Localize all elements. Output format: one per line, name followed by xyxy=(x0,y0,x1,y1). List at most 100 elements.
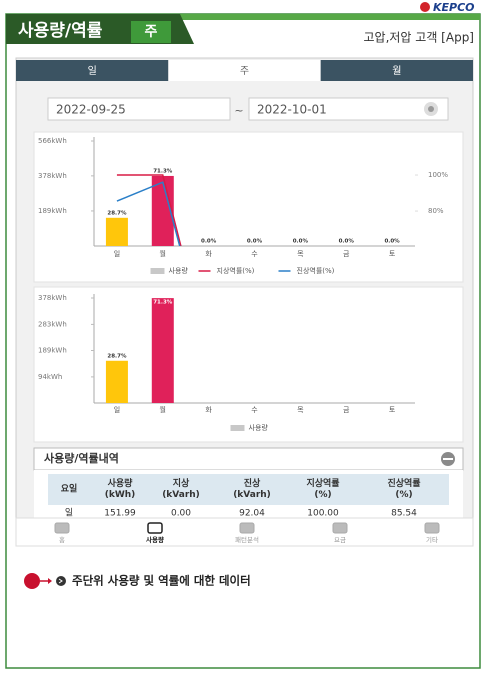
y-tick-label: 189kWh xyxy=(38,347,67,355)
x-tick-label: 금 xyxy=(343,250,350,258)
legend-label: 지상역률(%) xyxy=(217,266,255,275)
tab[interactable] xyxy=(320,60,473,81)
x-tick-label: 토 xyxy=(389,406,396,414)
x-tick-label: 수 xyxy=(251,250,258,258)
nav-icon[interactable] xyxy=(147,522,163,534)
y-tick-label: 378kWh xyxy=(38,294,67,302)
callout-dot xyxy=(24,573,40,589)
share-label: 0.0% xyxy=(339,239,355,245)
header-band xyxy=(180,14,480,20)
section-title: 사용량/역률내역 xyxy=(44,451,119,465)
tab-label: 월 xyxy=(392,65,401,77)
x-tick-label: 월 xyxy=(160,405,166,414)
y-tick-label: 283kWh xyxy=(38,320,67,328)
bar xyxy=(151,298,174,403)
line-series xyxy=(116,181,181,246)
tab[interactable] xyxy=(16,60,169,81)
chart-card xyxy=(33,131,464,283)
bar xyxy=(105,360,128,403)
nav-label[interactable]: 사용량 xyxy=(146,535,164,544)
bullet-icon xyxy=(56,576,66,586)
legend-swatch xyxy=(230,425,245,431)
nav-icon[interactable] xyxy=(54,522,70,534)
x-tick-label: 목 xyxy=(297,406,304,414)
nav-icon[interactable] xyxy=(332,522,348,534)
table-cell: 85.54 xyxy=(391,509,417,519)
logo: KEPCO xyxy=(433,1,475,14)
callout-arrow xyxy=(48,578,52,584)
date-start-box[interactable] xyxy=(47,97,231,121)
table-header-bg xyxy=(48,474,449,505)
x-tick-label: 화 xyxy=(205,406,212,414)
share-label: 0.0% xyxy=(247,239,263,245)
bullet-arrow xyxy=(58,578,63,584)
y-tick-label: 189kWh xyxy=(38,207,67,215)
logo-mark xyxy=(420,2,430,12)
share-label: 0.0% xyxy=(201,239,217,245)
badge-bg xyxy=(131,21,171,43)
table-header: (kVarh) xyxy=(162,490,200,500)
table-header: 사용량 xyxy=(108,477,134,489)
x-tick-label: 목 xyxy=(297,250,304,258)
table-header: 진상 xyxy=(244,477,261,489)
x-tick-label: 화 xyxy=(205,250,212,258)
date-end-box[interactable] xyxy=(248,97,449,121)
table-header: 지상 xyxy=(173,477,190,489)
header-title: 사용량/역률 xyxy=(18,21,103,41)
caption: 주단위 사용량 및 역률에 대한 데이터 xyxy=(72,574,251,588)
header-subtitle: 고압,저압 고객 [App] xyxy=(364,31,475,45)
y-tick-label: 94kWh xyxy=(38,373,62,381)
y-tick-label: 378kWh xyxy=(38,172,67,180)
nav-icon[interactable] xyxy=(424,522,440,534)
table-header: 지상역률 xyxy=(306,477,339,489)
nav-label[interactable]: 요금 xyxy=(334,536,346,544)
tab-label: 일 xyxy=(88,65,97,77)
nav-label[interactable]: 기타 xyxy=(426,535,438,544)
date-start: 2022-09-25 xyxy=(56,103,126,117)
legend-label: 진상역률(%) xyxy=(297,266,335,275)
nav-label[interactable]: 홈 xyxy=(59,535,65,544)
table-cell: 151.99 xyxy=(104,509,136,519)
x-tick-label: 토 xyxy=(389,250,396,258)
share-label: 71.3% xyxy=(153,300,173,306)
legend-swatch xyxy=(150,268,165,274)
eye-pupil xyxy=(428,106,434,112)
table-cell: 일 xyxy=(65,508,73,519)
table-header: (kVarh) xyxy=(233,490,271,500)
table-header: (%) xyxy=(314,490,331,500)
date-end: 2022-10-01 xyxy=(257,103,327,117)
share-label: 0.0% xyxy=(293,239,309,245)
table-cell: 100.00 xyxy=(307,509,339,519)
table-header: (kWh) xyxy=(105,490,136,500)
table-header: (%) xyxy=(395,490,412,500)
x-tick-label: 월 xyxy=(160,249,166,258)
table-header: 요일 xyxy=(61,483,78,495)
nav-icon[interactable] xyxy=(239,522,255,534)
tab-label: 주 xyxy=(240,66,249,77)
collapse-minus xyxy=(443,458,453,460)
x-tick-label: 수 xyxy=(251,406,258,414)
y2-tick-label: 100% xyxy=(428,171,448,179)
share-label: 28.7% xyxy=(107,353,127,359)
table-cell: 92.04 xyxy=(239,509,265,519)
share-label: 71.3% xyxy=(153,168,173,174)
bar xyxy=(151,175,174,246)
x-tick-label: 금 xyxy=(343,406,350,414)
header-badge: 주 xyxy=(145,24,158,40)
chart-card xyxy=(33,286,464,443)
table-cell: 0.00 xyxy=(171,509,191,519)
share-label: 0.0% xyxy=(384,239,400,245)
date-separator: ~ xyxy=(234,104,243,117)
nav-label[interactable]: 패턴분석 xyxy=(235,535,259,544)
share-label: 28.7% xyxy=(107,210,127,216)
table-header: 진상역률 xyxy=(387,477,420,489)
legend-label: 사용량 xyxy=(249,423,269,432)
tab[interactable] xyxy=(168,60,321,81)
line-series xyxy=(116,174,182,246)
x-tick-label: 일 xyxy=(114,249,120,258)
bar xyxy=(105,217,128,246)
legend-label: 사용량 xyxy=(169,266,189,275)
x-tick-label: 일 xyxy=(114,405,120,414)
y2-tick-label: 80% xyxy=(428,207,444,215)
